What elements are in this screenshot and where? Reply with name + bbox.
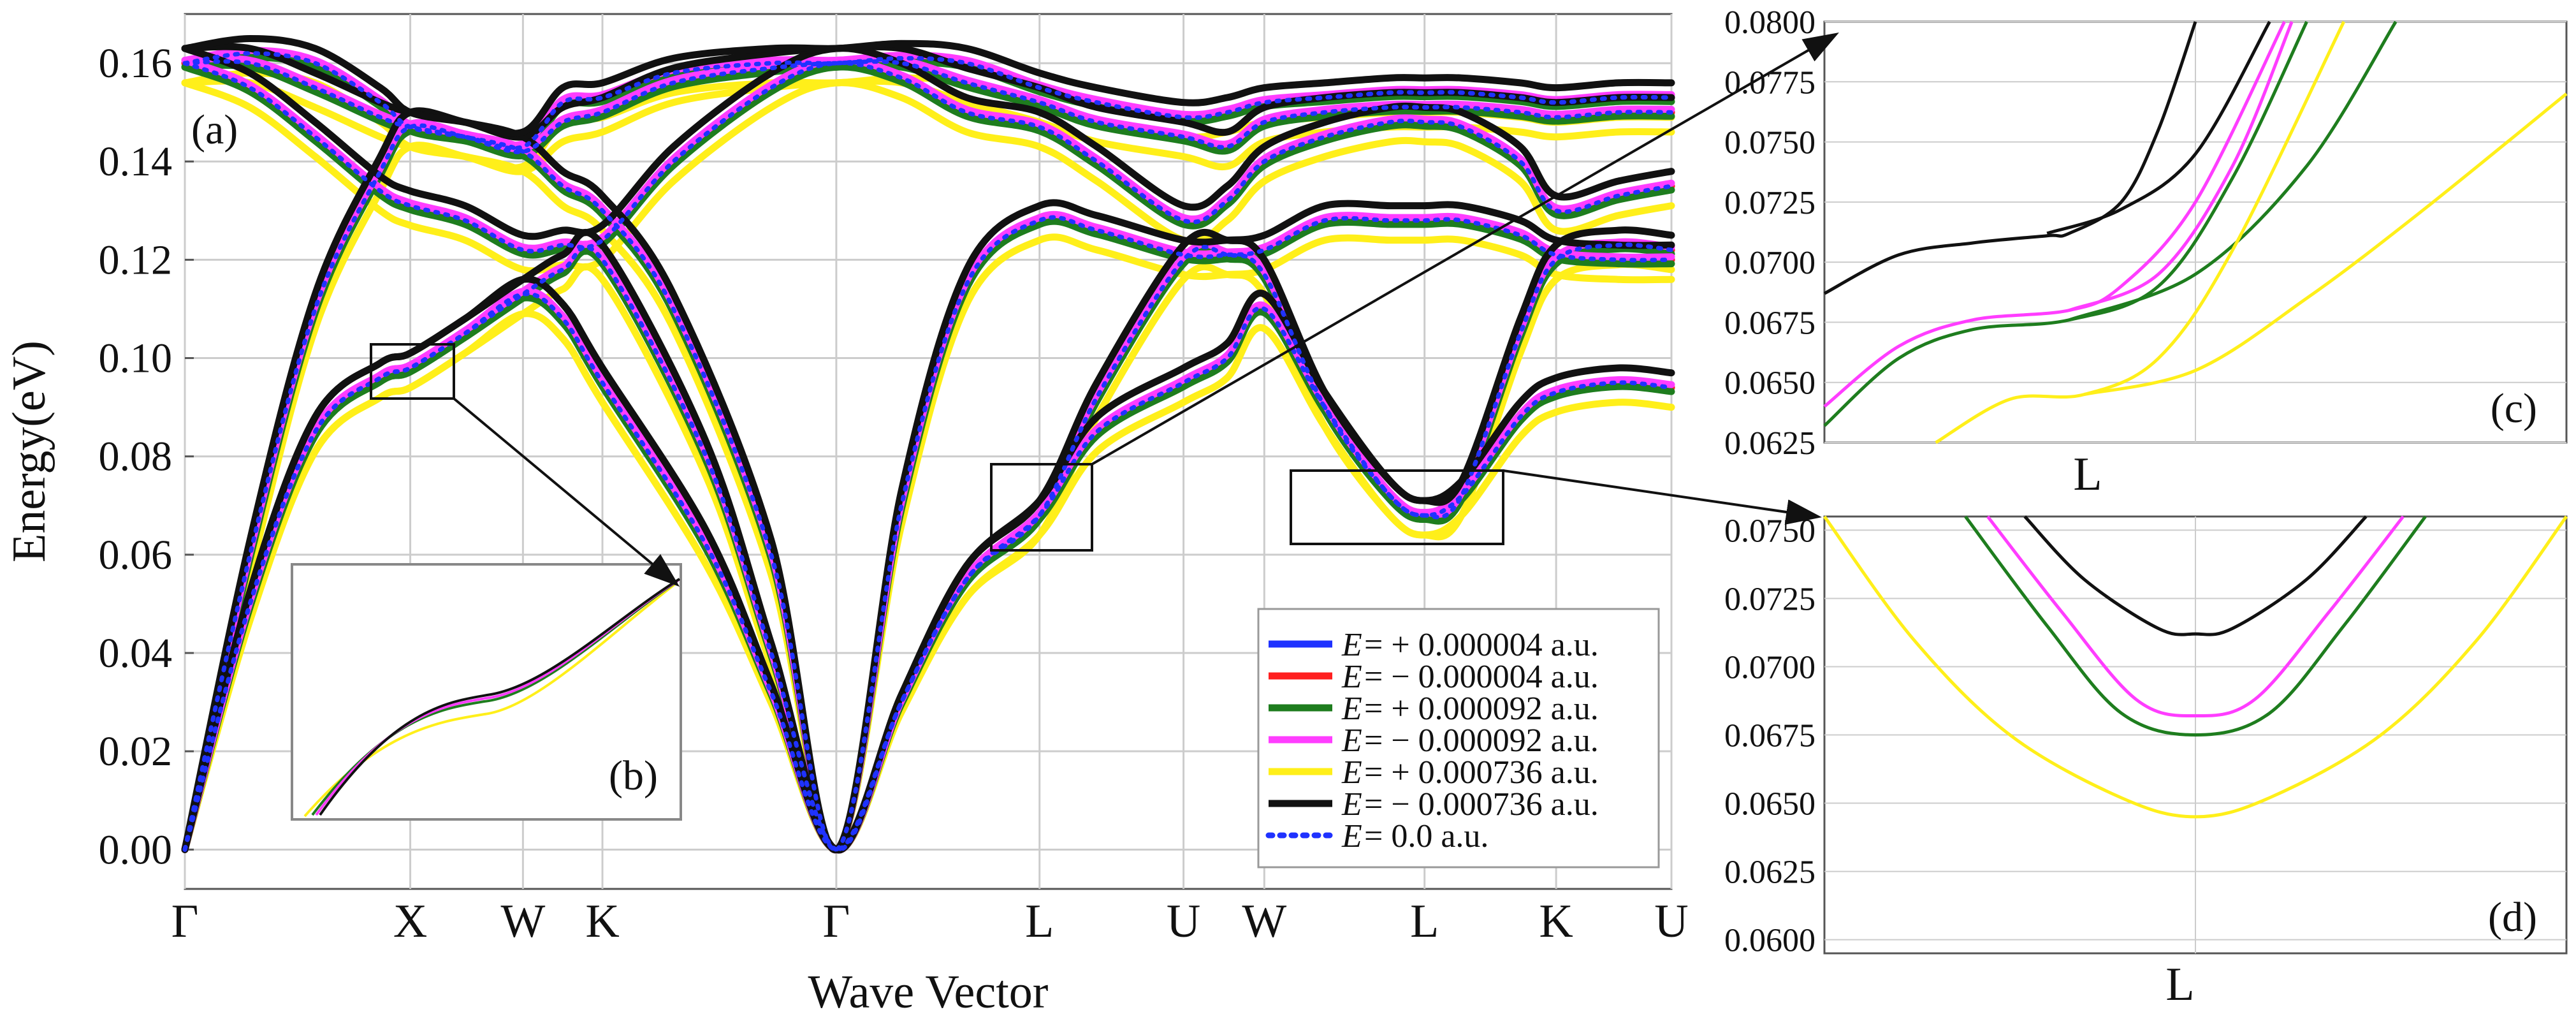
legend-entry-label: = − 0.000092 a.u. (1364, 722, 1599, 759)
panel-a-y-tick-label: 0.16 (99, 40, 173, 87)
panel-d-y-tick-label: 0.0600 (1724, 923, 1816, 959)
panel-a-x-tick-label: W (1242, 895, 1286, 948)
legend-entry-symbol: E (1341, 786, 1362, 823)
panel-a-series (181, 34, 1675, 854)
series-line-blue-dotted (182, 59, 1674, 154)
panel-a-label: (a) (191, 106, 238, 153)
panel-c-series-yellow (1935, 20, 2346, 444)
panel-c-series-magenta-2 (2069, 21, 2294, 312)
panel-c-y-tick-label: 0.0800 (1724, 4, 1816, 41)
panel-d: 0.0600 0.0625 0.0650 0.0675 0.0700 0.0725 0.07… (1724, 513, 2568, 1011)
series-line-magenta (181, 56, 1675, 252)
panel-d-y-tick-label: 0.0725 (1724, 581, 1816, 617)
panel-a-x-tick-label: K (1539, 895, 1573, 948)
panel-a-x-tick-label: Γ (823, 895, 850, 948)
series-line-blue-dotted (182, 61, 1674, 254)
legend-entry-symbol: E (1341, 659, 1362, 695)
panel-a-y-tick-label: 0.04 (99, 630, 173, 677)
panel-a-y-tick-label: 0.02 (99, 728, 173, 775)
panel-a-y-tick-label: 0.12 (99, 237, 173, 283)
panel-d-y-tick-label: 0.0650 (1724, 786, 1816, 823)
panel-d-y-tick-label: 0.0750 (1724, 513, 1816, 549)
series-line-black (181, 226, 1675, 854)
panel-a-x-tick-label: L (1025, 895, 1054, 948)
arrow-to-panel-d (1503, 469, 1822, 525)
panel-c-y-tick-label: 0.0775 (1724, 64, 1816, 101)
legend-entry-label: = + 0.000736 a.u. (1364, 754, 1599, 791)
series-line-black (181, 34, 1675, 137)
panel-a-x-tick-label: U (1167, 895, 1200, 948)
panel-c-y-tick-label: 0.0625 (1724, 425, 1816, 462)
panel-a-x-tick-label: U (1654, 895, 1688, 948)
legend: E = + 0.000004 a.u.E = − 0.000004 a.u.E = +… (1257, 608, 1660, 869)
arrow-to-inset-b (453, 397, 680, 587)
panel-a-y-tick-label: 0.14 (99, 138, 173, 185)
legend-entry-label: = − 0.000736 a.u. (1364, 786, 1599, 823)
series-line-blue-dotted (182, 51, 1674, 150)
panel-c-series-black (1823, 21, 2197, 295)
legend-entry-label: = 0.0 a.u. (1364, 818, 1488, 854)
panel-d-x-label: L (2165, 958, 2194, 1011)
panel-c-y-tick-label: 0.0650 (1724, 365, 1816, 402)
panel-c-label: (c) (2491, 385, 2537, 432)
zoom-box-b (370, 343, 455, 400)
legend-entry-label: = + 0.000004 a.u. (1364, 627, 1599, 663)
panel-c-series-black-2 (2046, 20, 2271, 235)
zoom-box-c (990, 463, 1093, 552)
panel-d-y-tick-label: 0.0675 (1724, 718, 1816, 754)
series-line-blue-dotted (182, 242, 1674, 853)
panel-c-y-tick-label: 0.0700 (1724, 245, 1816, 281)
panel-a-y-tick-label: 0.06 (99, 532, 173, 578)
panel-d-y-tick-label: 0.0625 (1724, 854, 1816, 891)
legend-entry-symbol: E (1341, 754, 1362, 791)
series-line-green (181, 63, 1675, 259)
panel-c-y-tick-label: 0.0750 (1724, 125, 1816, 161)
inset-b-black-curve (319, 578, 681, 816)
panel-a-y-ticks: 0.00 0.02 0.04 0.06 0.08 0.10 0.12 0.14 0.16 (99, 40, 194, 873)
panel-d-label: (d) (2488, 894, 2537, 941)
inset-b-label: (b) (609, 752, 658, 799)
legend-entry-symbol: E (1341, 627, 1362, 663)
series-line-green (181, 54, 1675, 156)
arrow-to-panel-c (1091, 32, 1839, 466)
panel-c-series-green-2 (2069, 20, 2398, 322)
panel-c: 0.0625 0.0650 0.0675 0.0700 0.0725 0.0750 0.07… (1724, 4, 2568, 501)
panel-a-x-tick-label: X (393, 895, 427, 948)
legend-entry-symbol: E (1341, 691, 1362, 727)
panel-d-series-black (2023, 515, 2368, 636)
panel-d-series-magenta (1986, 515, 2405, 718)
panel-a: 0.00 0.02 0.04 0.06 0.08 0.10 0.12 0.14 0.16 Γ X W… (3, 13, 1689, 1018)
series-line-yellow (181, 79, 1675, 275)
legend-entry-symbol: E (1341, 722, 1362, 759)
panel-a-y-tick-label: 0.10 (99, 335, 173, 382)
legend-entry-label: = − 0.000004 a.u. (1364, 659, 1599, 695)
panel-a-y-tick-label: 0.08 (99, 434, 173, 480)
series-line-blue-dotted (182, 123, 1674, 852)
legend-entry-symbol: E (1341, 818, 1362, 854)
y-axis-label: Energy(eV) (3, 341, 55, 562)
panel-c-y-tick-label: 0.0725 (1724, 185, 1816, 221)
panel-c-series-yellow-2 (2083, 92, 2568, 397)
inset-b-yellow-curve (303, 582, 677, 817)
panel-a-y-tick-label: 0.00 (99, 826, 173, 873)
panel-a-x-tick-label: K (585, 895, 619, 948)
panel-d-series-yellow (1823, 515, 2568, 819)
panel-d-y-tick-label: 0.0700 (1724, 649, 1816, 685)
panel-a-x-tick-label: Γ (171, 895, 199, 948)
panel-c-y-tick-label: 0.0675 (1724, 305, 1816, 341)
zoom-box-d (1290, 469, 1504, 545)
series-line-yellow (181, 261, 1675, 854)
inset-b-frame (291, 563, 682, 821)
legend-entry-label: = + 0.000092 a.u. (1364, 691, 1599, 727)
x-axis-label: Wave Vector (808, 966, 1049, 1018)
panel-c-x-label: L (2073, 448, 2102, 501)
panel-d-series-green (1964, 515, 2427, 737)
panel-a-x-tick-label: L (1410, 895, 1439, 948)
panel-a-x-tick-label: W (500, 895, 545, 948)
inset-b: (b) (291, 563, 682, 821)
